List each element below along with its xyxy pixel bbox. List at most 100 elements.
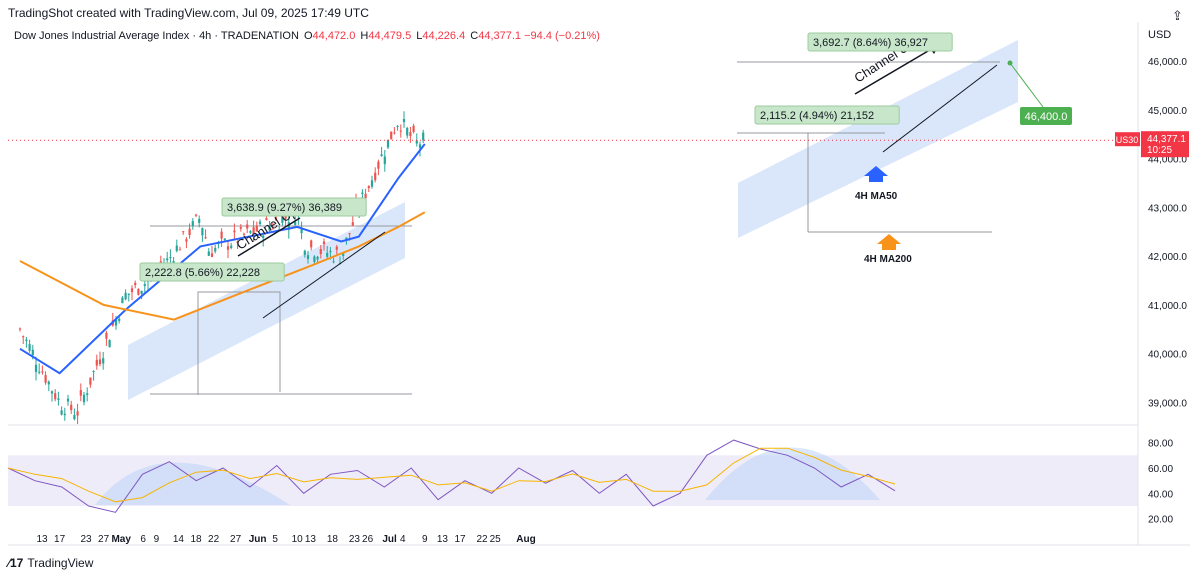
candle-body <box>207 251 210 256</box>
candle-body <box>47 381 50 385</box>
candle-body <box>175 245 178 251</box>
candle-body <box>204 237 207 239</box>
candle-body <box>364 193 367 199</box>
low-value: 44,226.4 <box>422 30 466 42</box>
candle-body <box>118 318 121 321</box>
x-tick-label: Jul <box>382 534 397 545</box>
candle-body <box>332 261 335 263</box>
candle-body <box>374 172 377 181</box>
candle-body <box>300 227 303 234</box>
candle-body <box>255 225 258 232</box>
price-tag-bg <box>1141 131 1189 158</box>
candle-body <box>22 336 25 338</box>
candle-body <box>223 238 226 241</box>
y-tick-label: 43,000.0 <box>1148 203 1187 214</box>
x-tick-label: 13 <box>305 534 317 545</box>
y-tick-label: 46,000.0 <box>1148 57 1187 68</box>
x-tick-label: Jun <box>249 534 267 545</box>
price-tag-value: 44,377.1 <box>1147 134 1186 145</box>
target-box <box>1020 107 1072 125</box>
x-tick-label: 14 <box>173 534 185 545</box>
candle-body <box>380 154 383 156</box>
footer-brand: ⁄17 TradingView <box>8 556 93 570</box>
candle-body <box>73 415 76 420</box>
candle-body <box>422 132 425 141</box>
ma50-line <box>19 143 426 375</box>
candle-body <box>178 249 182 251</box>
candle-body <box>284 215 287 219</box>
candle-body <box>265 218 268 221</box>
x-tick-label: 17 <box>54 534 66 545</box>
x-tick-label: 27 <box>98 534 110 545</box>
measure-label: 2,222.8 (5.66%) 22,228 <box>145 267 260 279</box>
x-tick-label: 13 <box>437 534 449 545</box>
candle-body <box>198 219 201 223</box>
candle-body <box>345 237 348 241</box>
candle-body <box>34 364 38 372</box>
candle-body <box>121 297 124 304</box>
candle-body <box>124 292 127 300</box>
ma50-label: 4H MA50 <box>855 191 898 202</box>
x-tick-label: 6 <box>140 534 146 545</box>
currency-label[interactable]: USD <box>1148 29 1172 41</box>
measure-label: 2,115.2 (4.94%) 21,152 <box>760 110 874 122</box>
candle-body <box>102 358 105 364</box>
candle-body <box>182 231 185 233</box>
candle-body <box>281 216 284 223</box>
candle-body <box>18 328 22 330</box>
candle-body <box>396 125 399 127</box>
candle-body <box>367 186 370 189</box>
measure-label: 3,692.7 (8.64%) 36,927 <box>813 37 928 49</box>
candle-body <box>191 221 194 227</box>
x-tick-label: 27 <box>230 534 242 545</box>
x-tick-label: 22 <box>208 534 220 545</box>
candle-body <box>92 370 95 372</box>
y-tick-label: 44,000.0 <box>1148 155 1187 166</box>
high-value: 44,479.5 <box>368 30 412 42</box>
candle-body <box>326 252 329 257</box>
candle-body <box>319 249 322 254</box>
x-tick-label: 17 <box>454 534 466 545</box>
candle-body <box>188 228 191 236</box>
tradingview-logo-icon: ⁄17 <box>8 556 24 570</box>
candle-body <box>409 132 412 137</box>
candle-body <box>79 389 82 396</box>
symbol-tag-bg <box>1115 132 1140 147</box>
measure-box <box>807 32 953 52</box>
candle-body <box>335 246 338 250</box>
candle-body <box>140 290 143 294</box>
x-tick-label: 4 <box>400 534 406 545</box>
candle-body <box>127 293 130 295</box>
symbol-legend: Dow Jones Industrial Average Index · 4h … <box>14 30 600 42</box>
candle-body <box>236 241 239 243</box>
x-tick-label: Aug <box>516 534 535 545</box>
x-tick-label: 9 <box>154 534 160 545</box>
candle-body <box>31 349 34 356</box>
candle-body <box>210 253 214 257</box>
candle-body <box>274 217 278 221</box>
candle-body <box>38 371 41 373</box>
x-tick-label: 5 <box>272 534 278 545</box>
candle-body <box>399 130 402 132</box>
candle-body <box>214 247 217 252</box>
rsi-line <box>7 439 896 513</box>
x-tick-label: 22 <box>476 534 488 545</box>
y-tick-label: 45,000.0 <box>1148 106 1187 117</box>
candle-body <box>402 118 406 123</box>
candle-body <box>44 375 47 383</box>
low-label: L <box>416 30 423 42</box>
target-dot <box>1007 60 1013 66</box>
x-tick-label: 25 <box>490 534 502 545</box>
candle-body <box>57 398 60 400</box>
candle-body <box>287 222 290 230</box>
upload-icon[interactable]: ⇪ <box>1172 8 1183 23</box>
candle-body <box>95 359 98 366</box>
candle-body <box>249 230 252 233</box>
measure-bracket-1 <box>197 291 281 395</box>
x-tick-label: 18 <box>327 534 339 545</box>
candle-body <box>25 339 28 341</box>
close-label: C <box>470 30 479 42</box>
x-tick-label: May <box>111 534 131 545</box>
candle-body <box>322 241 326 245</box>
